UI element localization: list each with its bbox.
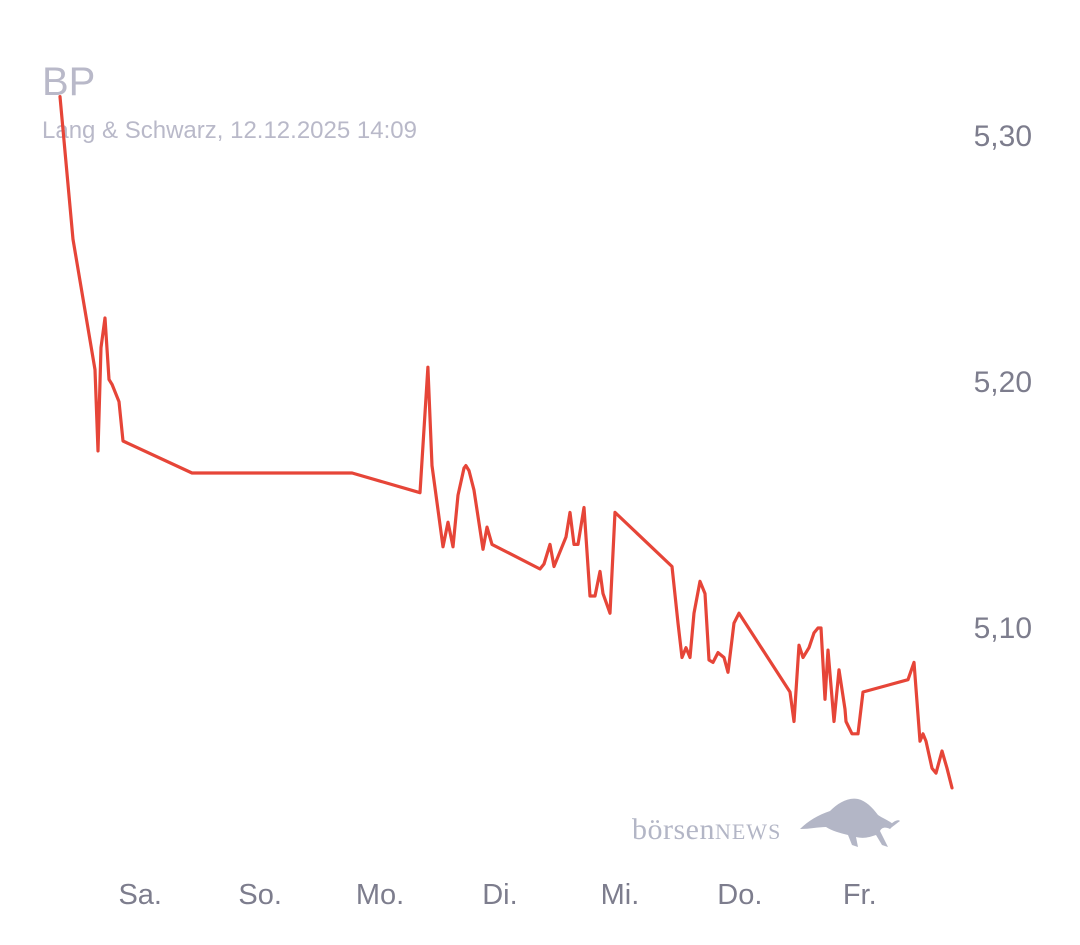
x-tick-label: Di.	[482, 879, 517, 911]
x-tick-label: Mi.	[601, 879, 640, 911]
series-line	[58, 94, 954, 790]
x-tick-label: Fr.	[843, 879, 877, 911]
x-axis: Sa. So. Mo. Di. Mi. Do. Fr.	[118, 879, 876, 911]
chart-title: BP	[42, 60, 96, 104]
x-tick-label: Mo.	[356, 879, 404, 911]
x-tick-label: So.	[238, 879, 282, 911]
y-tick-label: 5,30	[974, 120, 1032, 153]
bull-icon	[800, 798, 900, 847]
boersennews-logo: börsenNEWS	[632, 795, 902, 855]
logo-text-lower: börsen	[632, 813, 715, 846]
chart-subtitle: Lang & Schwarz, 12.12.2025 14:09	[42, 117, 417, 144]
x-tick-label: Do.	[717, 879, 762, 911]
y-tick-label: 5,10	[974, 612, 1032, 645]
y-tick-label: 5,20	[974, 366, 1032, 399]
y-axis: 5,30 5,20 5,10	[974, 120, 1032, 645]
logo-text: börsenNEWS	[632, 813, 781, 847]
logo-text-caps: NEWS	[714, 819, 782, 844]
series-group	[58, 94, 954, 790]
x-tick-label: Sa.	[118, 879, 162, 911]
